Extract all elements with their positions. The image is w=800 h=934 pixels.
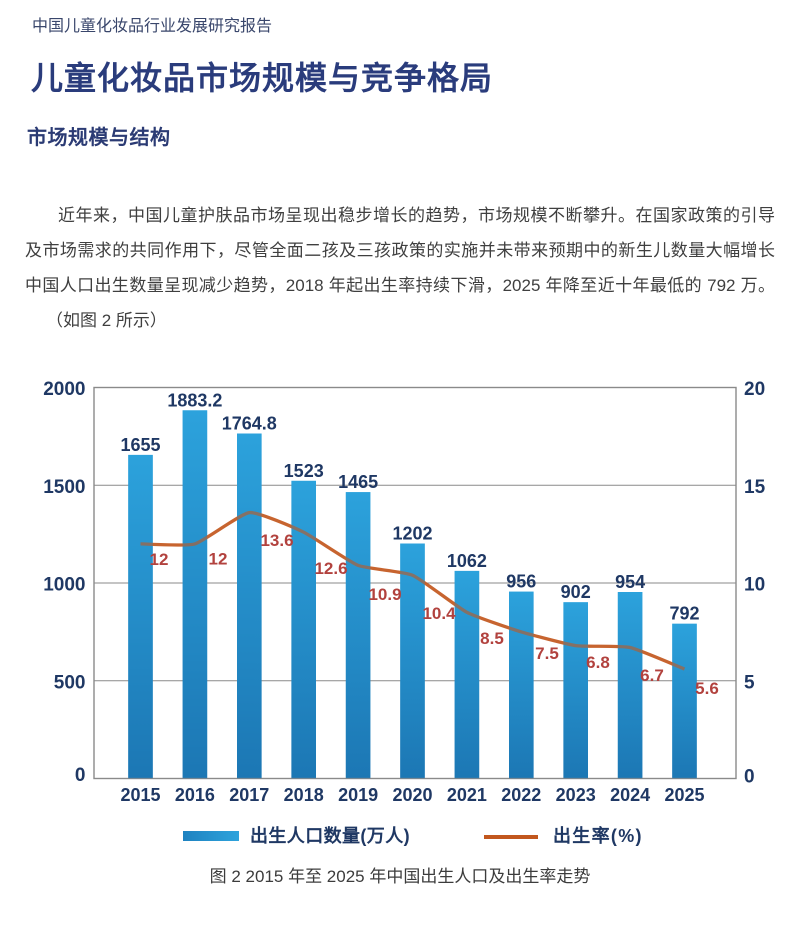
svg-text:7.5: 7.5 (535, 644, 559, 663)
svg-text:2022: 2022 (501, 785, 541, 805)
svg-text:2019: 2019 (338, 785, 378, 805)
svg-text:2015: 2015 (120, 785, 160, 805)
svg-text:902: 902 (561, 582, 591, 602)
svg-text:2000: 2000 (43, 379, 85, 400)
svg-text:15: 15 (744, 477, 766, 498)
svg-text:2018: 2018 (284, 785, 324, 805)
svg-text:13.6: 13.6 (260, 531, 293, 550)
svg-text:12: 12 (209, 550, 228, 569)
svg-text:2025: 2025 (664, 785, 704, 805)
svg-text:0: 0 (744, 767, 755, 788)
svg-text:2017: 2017 (229, 785, 269, 805)
svg-text:5.6: 5.6 (695, 679, 719, 698)
svg-text:10: 10 (744, 575, 765, 596)
svg-text:2021: 2021 (447, 785, 487, 805)
svg-text:12: 12 (150, 550, 169, 569)
svg-text:6.7: 6.7 (640, 666, 664, 685)
svg-text:1523: 1523 (284, 461, 324, 481)
svg-text:10.4: 10.4 (422, 604, 456, 623)
svg-text:1500: 1500 (43, 477, 85, 498)
svg-text:1202: 1202 (392, 524, 432, 544)
svg-text:8.5: 8.5 (480, 629, 504, 648)
svg-text:0: 0 (75, 765, 86, 786)
svg-text:20: 20 (744, 379, 765, 400)
svg-text:1062: 1062 (447, 551, 487, 571)
svg-text:956: 956 (506, 572, 536, 592)
svg-text:1764.8: 1764.8 (222, 414, 277, 434)
svg-text:1655: 1655 (120, 435, 160, 455)
svg-text:10.9: 10.9 (368, 585, 401, 604)
svg-text:2023: 2023 (556, 785, 596, 805)
svg-text:1000: 1000 (43, 575, 85, 596)
svg-text:2024: 2024 (610, 785, 650, 805)
svg-text:1465: 1465 (338, 472, 378, 492)
svg-text:12.6: 12.6 (314, 559, 347, 578)
svg-text:2020: 2020 (392, 785, 432, 805)
svg-text:6.8: 6.8 (586, 653, 610, 672)
svg-text:2016: 2016 (175, 785, 215, 805)
svg-text:500: 500 (54, 672, 86, 693)
svg-text:792: 792 (669, 604, 699, 624)
svg-text:5: 5 (744, 672, 755, 693)
svg-text:1883.2: 1883.2 (167, 390, 222, 410)
svg-text:954: 954 (615, 572, 645, 592)
